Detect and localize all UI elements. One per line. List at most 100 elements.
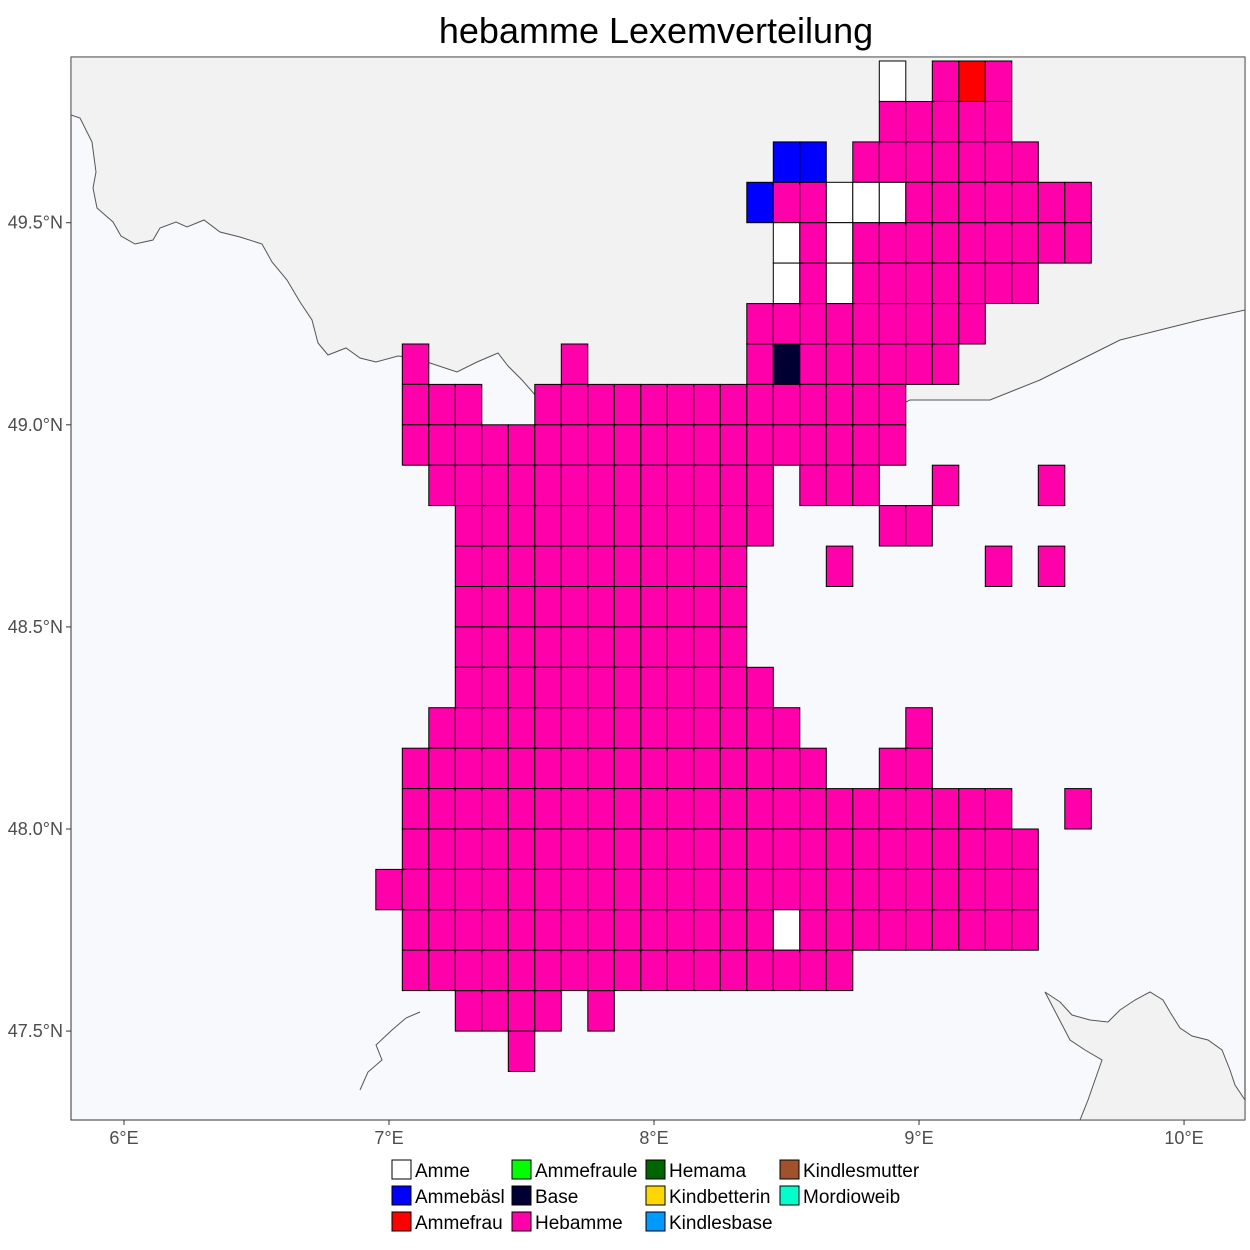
grid-cell <box>507 707 536 749</box>
grid-cell <box>587 464 615 507</box>
grid-cell <box>958 60 986 102</box>
grid-cell <box>587 868 615 911</box>
legend-label: Hemama <box>669 1161 747 1182</box>
grid-cell <box>454 383 483 426</box>
grid-cell <box>772 181 801 224</box>
grid-cell <box>878 868 907 911</box>
grid-cell <box>984 141 1013 183</box>
grid-cell <box>454 747 483 790</box>
legend-label: Ammefrau <box>415 1213 503 1234</box>
x-tick-label: 9°E <box>904 1128 933 1148</box>
grid-cell <box>666 949 695 992</box>
y-tick-label: 48.0°N <box>8 819 63 839</box>
grid-cell <box>878 343 907 385</box>
grid-cell <box>640 545 668 587</box>
grid-cell <box>401 383 430 426</box>
grid-cell <box>666 505 695 547</box>
grid-cell <box>772 141 801 183</box>
grid-cell <box>772 828 801 870</box>
grid-cell <box>719 586 748 628</box>
grid-cell <box>852 383 880 426</box>
grid-cell <box>534 707 562 749</box>
grid-cell <box>1037 464 1066 507</box>
grid-cell <box>1064 222 1092 264</box>
grid-cell <box>1011 828 1039 870</box>
grid-cell <box>1011 181 1039 224</box>
grid-cell <box>613 424 642 466</box>
grid-cell <box>613 949 642 992</box>
grid-cell <box>931 909 960 951</box>
grid-cell <box>719 747 748 790</box>
grid-cell <box>931 60 960 102</box>
grid-cell <box>746 788 774 830</box>
legend-label: Amme <box>415 1161 470 1182</box>
grid-cell <box>878 788 907 830</box>
grid-cell <box>799 788 827 830</box>
grid-cell <box>905 262 933 305</box>
grid-cell <box>746 747 774 790</box>
grid-cell <box>825 545 854 587</box>
grid-cell <box>825 222 854 264</box>
grid-cell <box>454 626 483 668</box>
grid-cell <box>454 828 483 870</box>
grid-cell <box>507 990 536 1032</box>
grid-cell <box>428 464 456 507</box>
grid-cell <box>507 828 536 870</box>
grid-cell <box>428 788 456 830</box>
grid-cell <box>799 141 827 183</box>
grid-cell <box>984 788 1013 830</box>
grid-cell <box>799 949 827 992</box>
grid-cell <box>666 383 695 426</box>
grid-cell <box>1011 868 1039 911</box>
grid-cell <box>958 141 986 183</box>
grid-cell <box>481 990 509 1032</box>
grid-cell <box>454 707 483 749</box>
grid-cell <box>799 909 827 951</box>
grid-cell <box>454 666 483 709</box>
grid-cell <box>852 141 880 183</box>
grid-cell <box>931 343 960 385</box>
grid-cell <box>534 828 562 870</box>
grid-cell <box>746 909 774 951</box>
grid-cell <box>613 505 642 547</box>
grid-cell <box>587 747 615 790</box>
grid-cell <box>640 424 668 466</box>
grid-cell <box>640 909 668 951</box>
grid-cell <box>666 909 695 951</box>
grid-cell <box>772 424 801 466</box>
grid-cell <box>640 626 668 668</box>
grid-cell <box>560 828 589 870</box>
grid-cell <box>852 788 880 830</box>
legend-swatch <box>391 1211 412 1232</box>
grid-cell <box>534 666 562 709</box>
grid-cell <box>772 949 801 992</box>
grid-cell <box>746 666 774 709</box>
grid-cell <box>931 464 960 507</box>
legend-swatch <box>511 1159 532 1180</box>
grid-cell <box>428 868 456 911</box>
grid-cell <box>481 545 509 587</box>
grid-cell <box>719 545 748 587</box>
grid-cell <box>640 383 668 426</box>
grid-cell <box>693 868 721 911</box>
grid-cell <box>772 868 801 911</box>
grid-cell <box>852 262 880 305</box>
grid-cell <box>534 949 562 992</box>
grid-cell <box>1011 222 1039 264</box>
grid-cell <box>719 949 748 992</box>
grid-cell <box>719 505 748 547</box>
grid-cell <box>693 788 721 830</box>
grid-cell <box>401 424 430 466</box>
grid-cell <box>693 545 721 587</box>
grid-cell <box>560 949 589 992</box>
grid-cell <box>560 464 589 507</box>
grid-cell <box>560 788 589 830</box>
grid-cell <box>958 828 986 870</box>
legend-swatch <box>645 1211 666 1232</box>
grid-cell <box>454 545 483 587</box>
grid-cell <box>507 545 536 587</box>
grid-cell <box>613 383 642 426</box>
grid-cell <box>772 383 801 426</box>
grid-cell <box>799 343 827 385</box>
legend-label: Ammebäsl <box>415 1187 505 1208</box>
